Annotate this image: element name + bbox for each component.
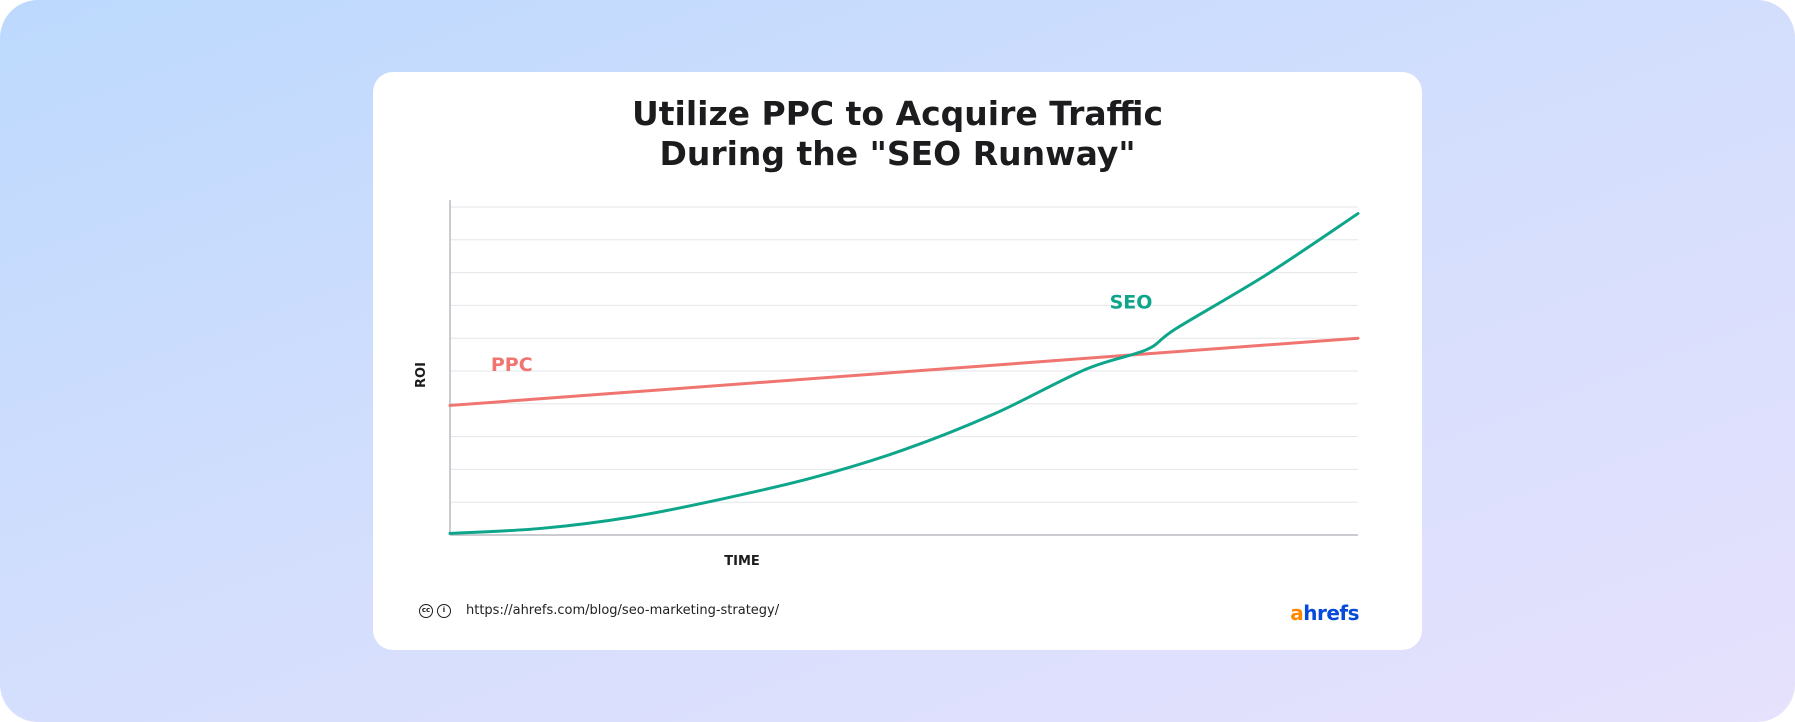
chart-title: Utilize PPC to Acquire Traffic During th… xyxy=(373,94,1422,174)
series-line-seo xyxy=(448,212,1360,535)
logo-prefix: a xyxy=(1290,601,1304,625)
chart-title-line-1: Utilize PPC to Acquire Traffic xyxy=(631,94,1164,133)
series-line-ppc xyxy=(448,336,1360,407)
y-axis-label: ROI xyxy=(414,362,429,388)
logo-rest: hrefs xyxy=(1303,601,1359,625)
chart-plot: PPC SEO ROI TIME xyxy=(414,200,1360,569)
chart-title-line-2: During the "SEO Runway" xyxy=(659,134,1136,173)
series-label-ppc: PPC xyxy=(491,354,533,376)
license-icons: cc i xyxy=(419,604,451,618)
series-layer: PPC SEO xyxy=(448,212,1360,535)
series-label-seo: SEO xyxy=(1110,292,1153,314)
cc-icon: cc xyxy=(419,604,433,618)
by-icon: i xyxy=(437,604,451,618)
ahrefs-logo[interactable]: ahrefs xyxy=(1290,601,1359,625)
x-axis-label: TIME xyxy=(724,554,760,569)
grid-lines xyxy=(450,206,1358,503)
source-url[interactable]: https://ahrefs.com/blog/seo-marketing-st… xyxy=(466,603,780,618)
chart-card: Utilize PPC to Acquire Traffic During th… xyxy=(373,72,1422,650)
